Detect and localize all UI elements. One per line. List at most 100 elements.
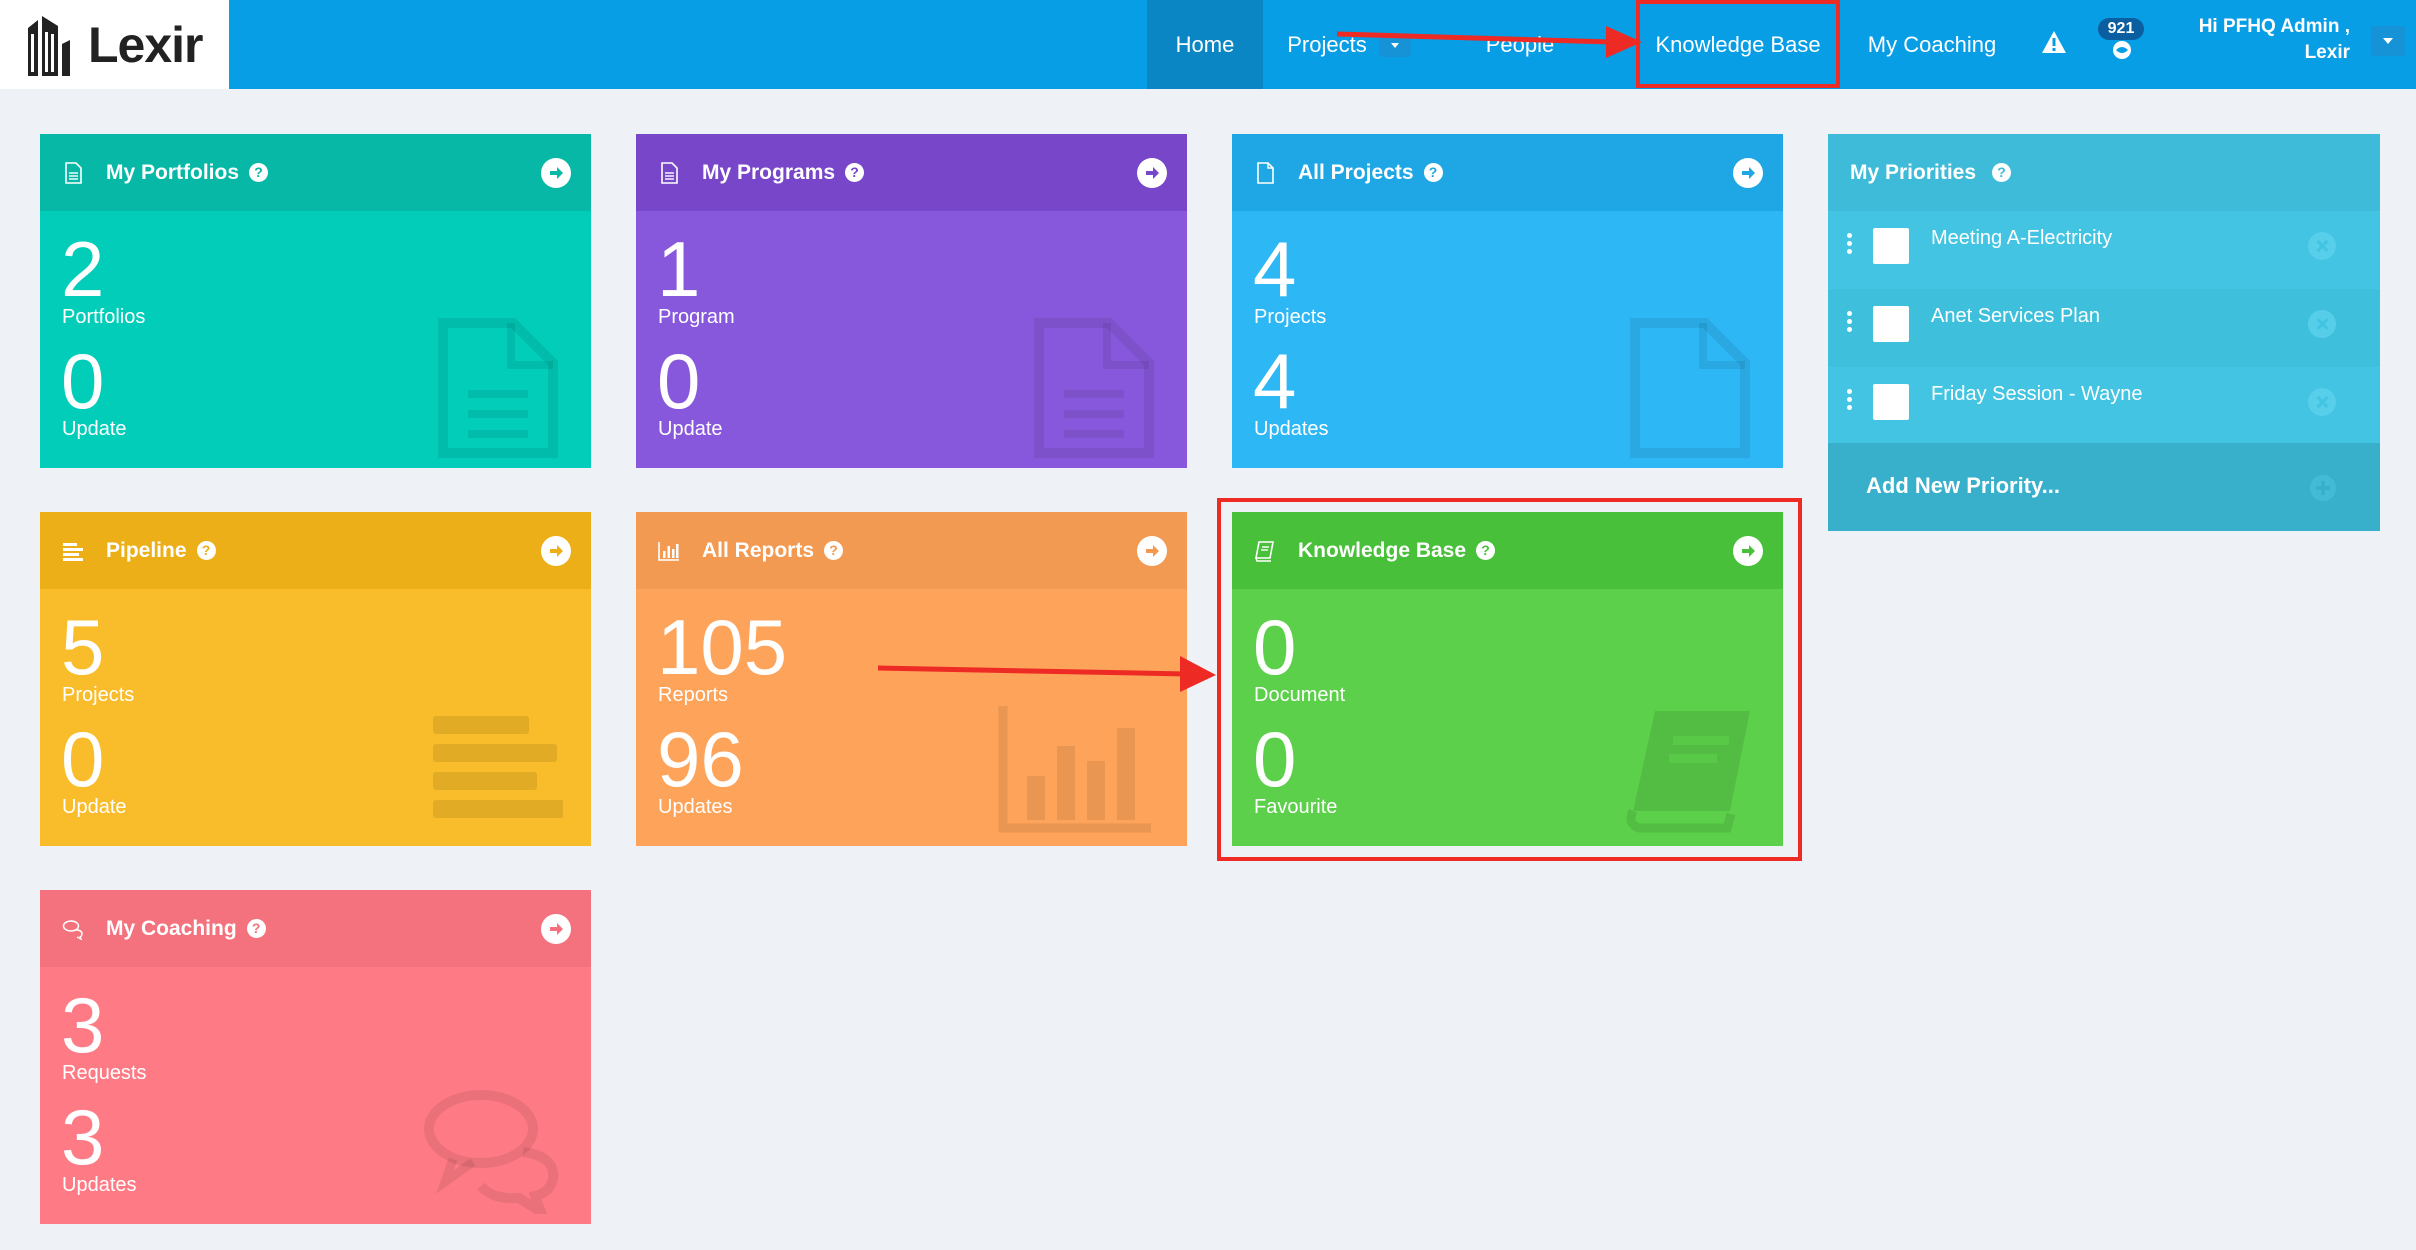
nav-people[interactable]: People xyxy=(1435,0,1605,89)
priority-checkbox[interactable] xyxy=(1873,384,1909,420)
programs-count-label: Program xyxy=(658,306,735,328)
arrow-circle-right-icon[interactable] xyxy=(541,536,571,566)
priority-item[interactable]: Anet Services Plan xyxy=(1828,289,2380,367)
warning-icon[interactable] xyxy=(2040,28,2068,56)
globe-icon[interactable] xyxy=(2098,20,2146,68)
card-my-portfolios: My Portfolios ? 2 Portfolios 0 Update xyxy=(40,134,591,468)
arrow-circle-right-icon[interactable] xyxy=(1137,536,1167,566)
card-title[interactable]: My Portfolios xyxy=(106,160,240,184)
priority-label: Anet Services Plan xyxy=(1931,305,2100,327)
drag-handle-icon[interactable] xyxy=(1847,389,1852,411)
pipeline-projects-label: Projects xyxy=(62,684,135,706)
arrow-circle-right-icon[interactable] xyxy=(1733,536,1763,566)
card-all-reports: All Reports ? 105 Reports 96 Updates xyxy=(636,512,1187,846)
card-header: All Projects ? xyxy=(1232,134,1783,211)
chat-bubbles-icon xyxy=(62,919,83,940)
priority-label: Friday Session - Wayne xyxy=(1931,383,2143,405)
greeting-company: Lexir xyxy=(2304,42,2350,63)
reports-update-label: Updates xyxy=(658,796,733,818)
notification-count-badge[interactable]: 921 xyxy=(2098,18,2144,40)
kb-document-label: Document xyxy=(1254,684,1346,706)
bar-chart-icon xyxy=(998,706,1151,833)
help-icon[interactable]: ? xyxy=(1476,541,1496,560)
projects-update-label: Updates xyxy=(1254,418,1329,440)
pipeline-update-label: Update xyxy=(62,796,127,818)
card-knowledge-base: Knowledge Base ? 0 Document 0 Favourite xyxy=(1232,512,1783,846)
document-text-icon xyxy=(661,161,678,184)
card-title[interactable]: My Coaching xyxy=(106,916,237,940)
arrow-circle-right-icon[interactable] xyxy=(1733,158,1763,188)
coaching-update-label: Updates xyxy=(62,1174,137,1196)
reports-count-label: Reports xyxy=(658,684,729,706)
nav-knowledge-base[interactable]: Knowledge Base xyxy=(1636,0,1840,89)
projects-count-label: Projects xyxy=(1254,306,1327,328)
plus-circle-icon[interactable] xyxy=(2310,475,2336,501)
arrow-circle-right-icon[interactable] xyxy=(541,914,571,944)
help-icon[interactable]: ? xyxy=(1423,163,1443,182)
document-blank-icon xyxy=(1630,318,1750,458)
align-left-icon xyxy=(433,716,563,818)
help-icon[interactable]: ? xyxy=(824,541,844,560)
highlight-box-nav-knowledge-base xyxy=(1636,0,1840,88)
arrow-circle-right-icon[interactable] xyxy=(541,158,571,188)
nav-my-coaching-label: My Coaching xyxy=(1867,31,1997,57)
help-icon[interactable]: ? xyxy=(246,919,266,938)
kb-document-count: 0 xyxy=(1253,603,1297,691)
priorities-header: My Priorities ? xyxy=(1828,134,2380,211)
card-header: Pipeline ? xyxy=(40,512,591,589)
priority-item[interactable]: Friday Session - Wayne xyxy=(1828,367,2380,445)
card-title[interactable]: Knowledge Base xyxy=(1298,538,1467,562)
projects-dropdown-caret-icon[interactable] xyxy=(1378,32,1411,57)
drag-handle-icon[interactable] xyxy=(1847,233,1852,255)
nav-projects[interactable]: Projects xyxy=(1263,0,1435,89)
programs-count: 1 xyxy=(657,225,701,313)
user-menu-caret-icon[interactable] xyxy=(2371,26,2405,56)
nav-projects-label: Projects xyxy=(1287,31,1367,57)
card-header: My Portfolios ? xyxy=(40,134,591,211)
greeting-line: Hi PFHQ Admin , xyxy=(2198,16,2350,37)
chat-bubbles-icon xyxy=(424,1090,559,1214)
priority-checkbox[interactable] xyxy=(1873,228,1909,264)
priority-checkbox[interactable] xyxy=(1873,306,1909,342)
priority-item[interactable]: Meeting A-Electricity xyxy=(1828,211,2380,289)
bar-chart-icon xyxy=(658,541,679,561)
nav-home[interactable]: Home xyxy=(1147,0,1263,89)
pipeline-update-count: 0 xyxy=(61,715,105,803)
remove-circle-icon[interactable] xyxy=(2308,232,2336,260)
document-text-icon xyxy=(1034,318,1154,458)
portfolios-update-label: Update xyxy=(62,418,127,440)
nav-knowledge-base-label: Knowledge Base xyxy=(1655,31,1821,57)
coaching-update-count: 3 xyxy=(61,1093,105,1181)
card-header: Knowledge Base ? xyxy=(1232,512,1783,589)
brand-name: Lexir xyxy=(88,16,204,73)
card-pipeline: Pipeline ? 5 Projects 0 Update xyxy=(40,512,591,846)
nav-people-label: People xyxy=(1485,31,1555,57)
align-left-icon xyxy=(63,542,83,561)
brand-logo[interactable]: Lexir xyxy=(0,0,229,89)
add-new-priority-label: Add New Priority... xyxy=(1866,473,2060,498)
user-greeting[interactable]: Hi PFHQ Admin , Lexir xyxy=(2110,14,2350,66)
card-title[interactable]: My Programs xyxy=(702,160,836,184)
help-icon[interactable]: ? xyxy=(249,163,269,182)
my-priorities-panel: My Priorities ? Meeting A-Electricity An… xyxy=(1828,134,2380,531)
help-icon[interactable]: ? xyxy=(1992,163,2012,182)
card-title[interactable]: All Reports xyxy=(702,538,815,562)
document-blank-icon xyxy=(1257,161,1274,184)
help-icon[interactable]: ? xyxy=(845,163,865,182)
programs-update-count: 0 xyxy=(657,337,701,425)
add-new-priority-button[interactable]: Add New Priority... xyxy=(1828,443,2380,531)
kb-favourite-label: Favourite xyxy=(1254,796,1338,818)
card-title[interactable]: All Projects xyxy=(1298,160,1414,184)
coaching-requests-label: Requests xyxy=(62,1062,147,1084)
card-header: My Programs ? xyxy=(636,134,1187,211)
remove-circle-icon[interactable] xyxy=(2308,310,2336,338)
portfolios-count: 2 xyxy=(61,225,105,313)
drag-handle-icon[interactable] xyxy=(1847,311,1852,333)
document-text-icon xyxy=(65,161,82,184)
remove-circle-icon[interactable] xyxy=(2308,388,2336,416)
priority-label: Meeting A-Electricity xyxy=(1931,227,2113,249)
help-icon[interactable]: ? xyxy=(196,541,216,560)
arrow-circle-right-icon[interactable] xyxy=(1137,158,1167,188)
card-title[interactable]: Pipeline xyxy=(106,538,187,562)
nav-my-coaching[interactable]: My Coaching xyxy=(1844,0,2020,89)
